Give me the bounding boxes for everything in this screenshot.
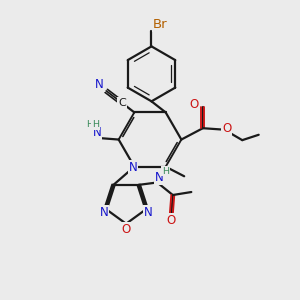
Text: C: C <box>118 98 126 108</box>
Text: H: H <box>92 120 99 129</box>
Text: O: O <box>190 98 199 111</box>
Text: H: H <box>86 120 93 129</box>
Text: N: N <box>100 206 109 219</box>
Text: O: O <box>122 223 131 236</box>
Text: N: N <box>95 78 104 92</box>
Text: Br: Br <box>153 18 168 32</box>
Text: O: O <box>167 214 176 227</box>
Text: N: N <box>128 161 137 174</box>
Text: N: N <box>144 206 152 219</box>
Text: H: H <box>162 167 169 176</box>
Text: O: O <box>222 122 231 135</box>
Text: N: N <box>92 126 101 139</box>
Text: N: N <box>155 171 164 184</box>
